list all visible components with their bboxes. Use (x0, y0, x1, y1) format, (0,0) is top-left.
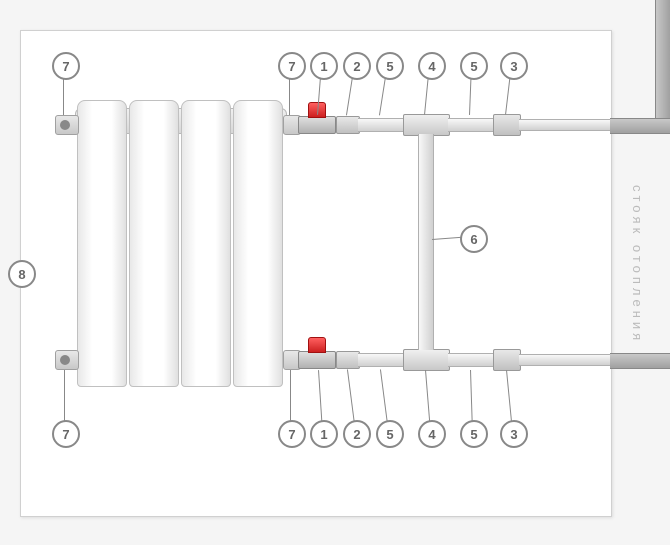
valve-bottom (298, 351, 336, 369)
pipe-segment (448, 353, 493, 367)
fitting-bottom (336, 351, 360, 369)
callout-badge: 7 (278, 420, 306, 448)
callout-badge: 7 (52, 52, 80, 80)
pipe-segment (519, 119, 610, 131)
fitting-top (336, 116, 360, 134)
radiator-section (181, 100, 231, 387)
callout-badge: 7 (52, 420, 80, 448)
callout-badge: 1 (310, 52, 338, 80)
callout-badge: 4 (418, 52, 446, 80)
callout-badge: 3 (500, 420, 528, 448)
callout-badge: 1 (310, 420, 338, 448)
plug-top-left (55, 115, 79, 135)
external-pipe-top (610, 118, 670, 134)
tee-bottom (403, 349, 450, 371)
tee-top (403, 114, 450, 136)
pipe-segment (519, 354, 610, 366)
plug-bottom-left (55, 350, 79, 370)
callout-badge: 5 (460, 52, 488, 80)
callout-badge: 6 (460, 225, 488, 253)
callout-badge: 2 (343, 52, 371, 80)
pipe-segment (358, 118, 403, 132)
callout-badge: 5 (460, 420, 488, 448)
valve-top (298, 116, 336, 134)
external-pipe-bottom (610, 353, 670, 369)
radiator-section (77, 100, 127, 387)
coupling-bottom (493, 349, 521, 371)
diagram-canvas: стояк отопления 771254538677125453 (0, 0, 670, 545)
riser-label: стояк отопления (630, 185, 645, 344)
callout-badge: 3 (500, 52, 528, 80)
callout-badge: 4 (418, 420, 446, 448)
callout-badge: 8 (8, 260, 36, 288)
bypass-pipe (418, 134, 434, 350)
callout-badge: 2 (343, 420, 371, 448)
callout-badge: 5 (376, 420, 404, 448)
radiator-section (129, 100, 179, 387)
coupling-top (493, 114, 521, 136)
pipe-segment (358, 353, 403, 367)
radiator-section (233, 100, 283, 387)
pipe-segment (448, 118, 493, 132)
radiator (75, 100, 285, 385)
callout-badge: 7 (278, 52, 306, 80)
valve-handle-icon (308, 337, 326, 353)
riser-top-vertical (655, 0, 670, 120)
callout-badge: 5 (376, 52, 404, 80)
